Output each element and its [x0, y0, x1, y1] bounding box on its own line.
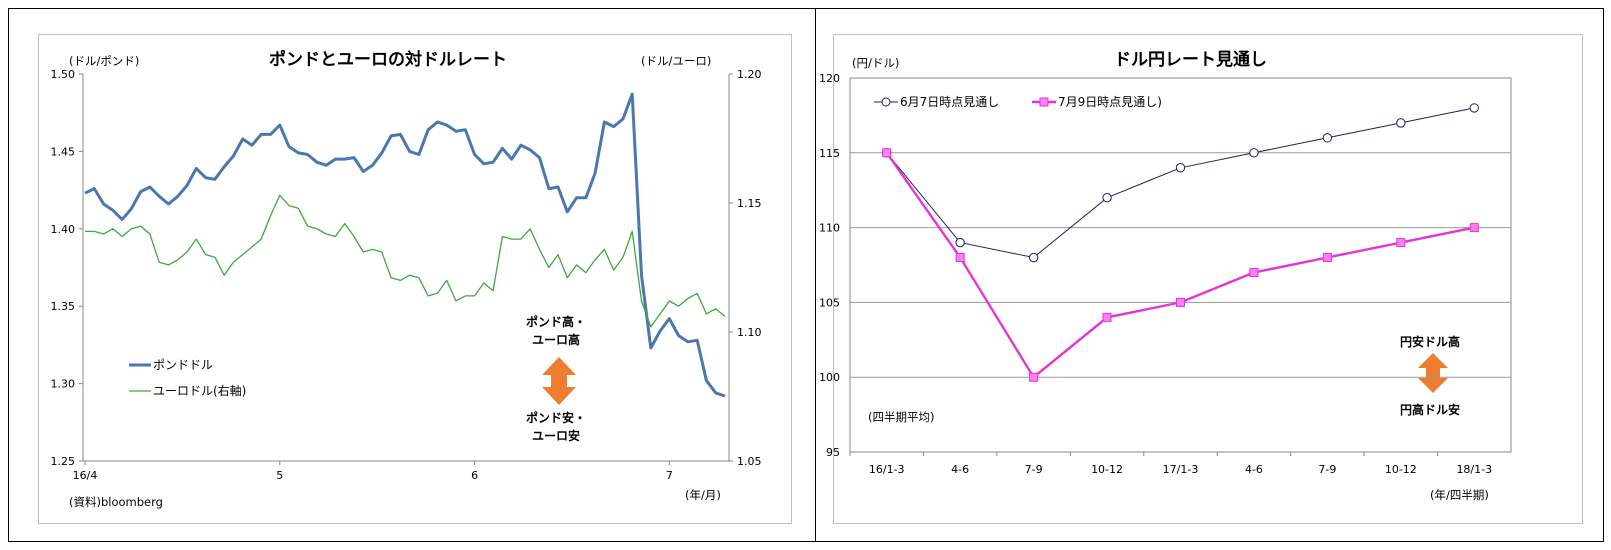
right-x-tick-label: 10-12: [1091, 463, 1123, 476]
right-x-tick-label: 17/1-3: [1163, 463, 1199, 476]
right-y-tick-label: 1.10: [737, 326, 762, 339]
figure-divider: [815, 8, 816, 542]
july-forecast-point: [1322, 253, 1332, 263]
july-forecast-point: [1469, 223, 1479, 233]
left-x-tick-label: 5: [276, 469, 283, 482]
right-x-tick-label: 10-12: [1385, 463, 1417, 476]
right-x-unit: (年/四半期): [1430, 488, 1489, 502]
left-x-unit: (年/月): [685, 488, 721, 502]
annotation-depreciation-line2: ユーロ安: [532, 429, 581, 443]
annotation-appreciation: ポンド高・ ユーロ高: [526, 313, 586, 349]
june-forecast-line: [886, 107, 1475, 259]
left-axis-unit: (ドル/ポンド): [69, 54, 140, 68]
double-arrow-icon: [1418, 353, 1448, 393]
source-note: (資料)bloomberg: [69, 495, 163, 509]
july-forecast-point: [955, 253, 965, 263]
right-y-tick-label: 1.15: [737, 197, 762, 210]
pound-euro-chart-panel: ポンドとユーロの対ドルレート (ドル/ポンド) (ドル/ユーロ) (資料)blo…: [38, 34, 792, 524]
right-y-tick-label: 95: [826, 446, 840, 459]
right-x-tick-label: 7-9: [1025, 463, 1043, 476]
june-forecast-point: [1249, 148, 1259, 158]
pound-euro-plot: 1.25 1.30 1.35 1.40 1.45 1.50 1.05 1.10 1.15 1.20…: [51, 68, 762, 482]
june-forecast-point: [1102, 192, 1112, 203]
right-arrow-layer: [1418, 353, 1448, 393]
gbpusd-line: [84, 92, 726, 398]
eurusd-line: [85, 194, 726, 328]
june-forecast-point: [1322, 133, 1333, 143]
legend-label: 6月7日時点見通し: [900, 95, 999, 109]
june-forecast-point: [1028, 252, 1039, 263]
july-forecast-point: [1102, 312, 1112, 322]
left-y-tick-label: 1.30: [51, 378, 76, 391]
legend-label: ユーロドル(右軸): [153, 383, 246, 398]
annotation-appreciation-line1: ポンド高・: [526, 315, 587, 329]
usdjpy-forecast-plot: 95 100 105 110 115 120 16/1-3 4-6 7-9 10-12 17/1-3…: [819, 72, 1512, 476]
annotation-depreciation-line1: ポンド安・: [526, 411, 587, 425]
june-forecast-point: [1175, 163, 1186, 173]
left-x-tick-label: 7: [666, 469, 673, 482]
left-y-tick-label: 1.45: [51, 145, 76, 158]
right-y-tick-label: 1.05: [737, 455, 762, 468]
left-y-tick-label: 1.25: [51, 455, 76, 468]
annotation-yen-weak: 円安ドル高: [1400, 335, 1461, 349]
july-forecast-point: [1396, 238, 1406, 248]
right-chart-title: ドル円レート見通し: [1114, 50, 1267, 70]
july-forecast-point: [1029, 372, 1039, 382]
legend-marker: [881, 97, 891, 107]
left-y-tick-label: 1.35: [51, 300, 76, 313]
legend-marker: [1039, 97, 1049, 107]
right-y-tick-label: 100: [819, 371, 840, 384]
figure-frame: [8, 8, 1604, 542]
left-y-tick-label: 1.50: [51, 68, 76, 81]
july-forecast-point: [882, 148, 892, 158]
right-y-tick-label: 1.20: [737, 68, 762, 81]
plot-area-border: [849, 77, 1512, 453]
legend-label: 7月9日時点見通し): [1058, 95, 1162, 109]
left-x-tick-label: 6: [471, 469, 478, 482]
right-y-tick-label: 120: [819, 72, 840, 85]
right-axis-unit: (ドル/ユーロ): [641, 54, 712, 68]
legend-label: ポンドドル: [153, 358, 213, 372]
right-x-tick-label: 4-6: [1245, 463, 1263, 476]
july-forecast-point: [1249, 267, 1259, 277]
double-arrow-icon: [542, 357, 576, 405]
left-chart-title: ポンドとユーロの対ドルレート: [269, 50, 507, 70]
left-arrow-layer: [542, 357, 576, 405]
june-forecast-point: [1396, 118, 1406, 128]
annotation-appreciation-line2: ユーロ高: [532, 333, 581, 347]
right-y-unit: (円/ドル): [852, 56, 900, 70]
june-forecast-point: [955, 237, 965, 248]
annotation-yen-strong: 円高ドル安: [1400, 403, 1461, 417]
right-y-tick-label: 110: [819, 222, 840, 235]
left-y-tick-label: 1.40: [51, 223, 76, 236]
july-forecast-point: [1176, 297, 1185, 307]
right-y-tick-label: 105: [819, 296, 840, 309]
june-forecast-point: [1469, 103, 1479, 113]
annotation-depreciation: ポンド安・ ユーロ安: [526, 409, 586, 445]
right-x-tick-label: 16/1-3: [869, 463, 905, 476]
left-x-tick-label: 16/4: [73, 469, 98, 482]
right-x-tick-label: 7-9: [1318, 463, 1336, 476]
quarterly-average-note: (四半期平均): [868, 410, 935, 424]
right-x-tick-label: 18/1-3: [1456, 463, 1492, 476]
usdjpy-forecast-chart-panel: ドル円レート見通し (円/ドル) (年/四半期) (四半期平均) 円安ドル高 円…: [819, 34, 1583, 524]
right-y-tick-label: 115: [819, 147, 840, 160]
july-forecast-line: [885, 152, 1475, 379]
right-x-tick-label: 4-6: [951, 463, 969, 476]
